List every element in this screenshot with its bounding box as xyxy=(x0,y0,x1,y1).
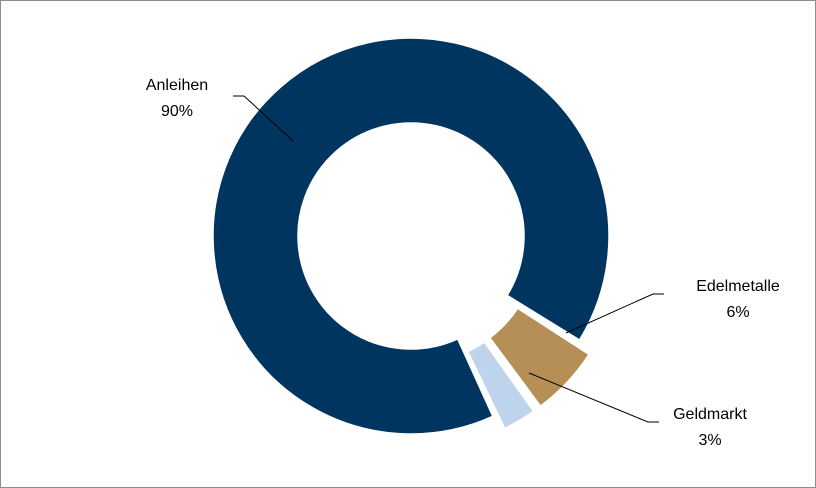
slice-edelmetalle xyxy=(488,307,591,408)
donut-slices xyxy=(212,37,610,435)
slice-anleihen xyxy=(212,37,610,435)
label-anleihen-value: 90% xyxy=(161,103,193,120)
leader-lines xyxy=(233,95,664,423)
slice-geldmarkt xyxy=(466,340,535,430)
data-labels: Anleihen 90% Edelmetalle 6% Geldmarkt 3% xyxy=(146,77,780,449)
leader-anleihen xyxy=(233,95,294,142)
leader-geldmarkt xyxy=(528,372,659,423)
leader-edelmetalle xyxy=(565,293,664,334)
label-geldmarkt-value: 3% xyxy=(698,432,721,449)
label-edelmetalle-name: Edelmetalle xyxy=(696,278,780,295)
label-anleihen-name: Anleihen xyxy=(146,77,208,94)
label-geldmarkt-name: Geldmarkt xyxy=(673,406,747,423)
label-edelmetalle-value: 6% xyxy=(726,304,749,321)
